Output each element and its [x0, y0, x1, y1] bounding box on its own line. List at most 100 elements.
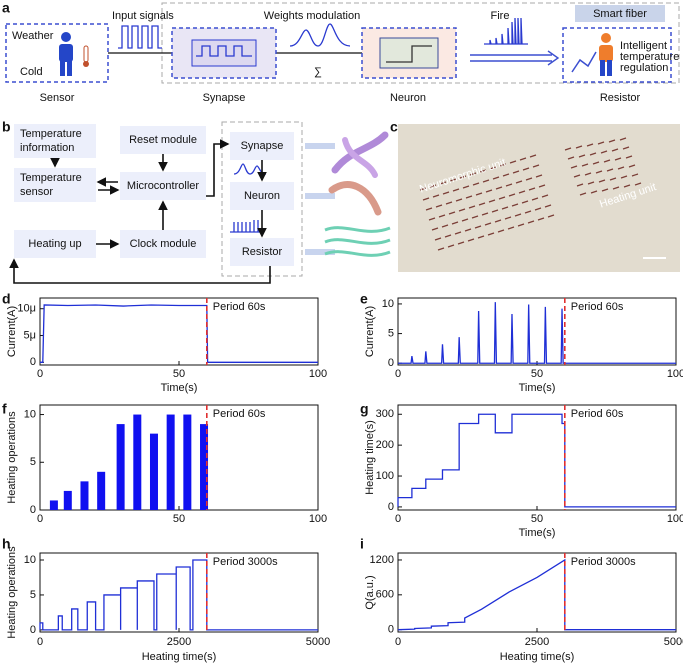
x-tick-label: 100 — [667, 368, 683, 380]
y-tick-label: 0 — [388, 501, 394, 513]
box — [120, 126, 206, 154]
label: regulation — [620, 62, 668, 74]
thread — [471, 215, 479, 219]
thread — [544, 204, 552, 208]
bar — [149, 433, 158, 510]
arrow — [9, 258, 271, 284]
panel-label: e — [360, 291, 368, 307]
thread — [547, 214, 555, 218]
panel-b: Temperature information Temperature sens… — [9, 121, 391, 284]
data-line — [40, 304, 318, 363]
fiber — [331, 131, 389, 174]
y-tick-label: 5μ — [24, 329, 36, 341]
panel-label: a — [2, 0, 10, 16]
thread — [601, 188, 609, 192]
y-axis-label: Q(a.u.) — [364, 575, 376, 609]
thread — [428, 217, 436, 221]
x-tick-label: 2500 — [167, 636, 191, 648]
thread — [489, 166, 497, 170]
thread — [623, 184, 631, 188]
thread — [419, 187, 427, 191]
panel-a: Weather Cold Sensor Input signals Synaps… — [5, 2, 680, 104]
label: Resistor — [242, 246, 283, 258]
thread — [494, 219, 502, 223]
thread — [459, 175, 467, 179]
thread — [485, 189, 493, 193]
chart: 0 50 100 0 100 200 300 Time(s) Heating time(s) Pe… — [364, 404, 683, 539]
y-tick-label: 5 — [30, 589, 36, 601]
thread — [504, 216, 512, 220]
label: ∑ — [314, 66, 322, 78]
annotation: Period 3000s — [213, 556, 278, 568]
x-axis-label: Time(s) — [519, 527, 556, 539]
thread — [482, 179, 490, 183]
annotation: Period 60s — [213, 408, 266, 420]
annotation: Period 60s — [571, 301, 624, 313]
label: sensor — [20, 186, 53, 198]
label: Input signals — [112, 10, 174, 22]
y-axis-label: Heating operations — [6, 546, 18, 639]
chart: 0 50 100 0 5 10 Time(s) Current(A) Period 60s — [364, 297, 683, 394]
label: Temperature — [20, 128, 82, 140]
thread — [492, 176, 500, 180]
thread — [499, 163, 507, 167]
thread — [475, 192, 483, 196]
signal — [289, 23, 351, 47]
thread — [441, 224, 449, 228]
x-tick-label: 5000 — [664, 636, 683, 648]
signal — [196, 45, 252, 57]
thread — [458, 208, 466, 212]
label: Resistor — [600, 92, 641, 104]
thread — [442, 191, 450, 195]
panel-label: i — [360, 536, 364, 552]
electrode-array — [419, 137, 642, 251]
resistor-box — [562, 27, 672, 83]
label: Cold — [20, 66, 43, 78]
x-tick-label: 100 — [667, 513, 683, 525]
box — [230, 132, 294, 160]
label: Microcontroller — [127, 180, 199, 192]
thread — [531, 197, 539, 201]
thermometer — [83, 45, 89, 63]
x-tick-label: 0 — [395, 513, 401, 525]
fiber — [328, 181, 382, 216]
x-axis-label: Time(s) — [519, 382, 556, 394]
x-axis-label: Time(s) — [161, 382, 198, 394]
label: Neuron — [244, 190, 280, 202]
thread — [590, 190, 598, 194]
label: Weather — [12, 30, 54, 42]
thread — [431, 227, 439, 231]
thread — [444, 234, 452, 238]
label: Reset module — [129, 134, 197, 146]
thread — [527, 220, 535, 224]
thread — [438, 214, 446, 218]
plot-frame — [397, 297, 677, 366]
thread — [462, 185, 470, 189]
thread — [472, 182, 480, 186]
thread — [491, 209, 499, 213]
y-tick-label: 1200 — [370, 554, 394, 566]
thread — [481, 212, 489, 216]
thread — [498, 196, 506, 200]
thread — [614, 157, 622, 161]
arrow — [206, 139, 230, 197]
data-line — [398, 302, 676, 364]
thread — [521, 200, 529, 204]
thread — [478, 202, 486, 206]
x-tick-label: 0 — [37, 513, 43, 525]
thread — [477, 235, 485, 239]
data-line — [39, 559, 318, 631]
photo — [398, 124, 680, 272]
thread — [495, 186, 503, 190]
chart: 0 2500 5000 0 600 1200 Heating time(s) Q(a.u.) P… — [364, 552, 683, 663]
fiber — [342, 137, 378, 178]
decoration — [59, 44, 73, 62]
thread — [432, 194, 440, 198]
thread — [457, 241, 465, 245]
thread — [529, 154, 537, 158]
y-tick-label: 5 — [388, 327, 394, 339]
thread — [617, 166, 625, 170]
y-tick-label: 0 — [30, 356, 36, 368]
thread — [437, 247, 445, 251]
